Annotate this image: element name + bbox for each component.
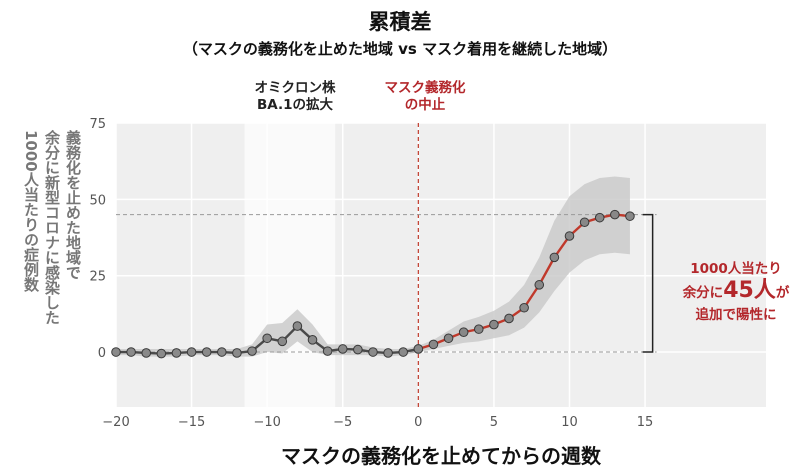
callout-line-2: 余分に45人が: [672, 280, 800, 304]
callout-line-3: 追加で陽性に: [695, 307, 777, 323]
x-tick-label--10: −10: [253, 415, 280, 430]
data-point-0-11: [277, 336, 288, 347]
callout-prefix: 余分に: [682, 285, 724, 301]
y-axis-label: 義務化を止めた地域で 余分に新型コロナに感染した 1000人当たりの症例数: [20, 130, 83, 325]
data-point-0-15: [337, 344, 348, 354]
data-point-0-18: [383, 348, 393, 358]
annotation-omicron-line-1: オミクロン株: [254, 80, 336, 96]
y-tick-label-25: 25: [89, 270, 106, 285]
data-point-0-2: [141, 348, 152, 358]
annotation-omicron-line-2: BA.1の拡大: [256, 97, 333, 113]
data-point-1-1: [428, 339, 439, 350]
y-axis-label-line-1: 義務化を止めた地域で: [64, 130, 82, 280]
x-tick-label-5: 5: [490, 415, 498, 430]
data-point-0-4: [171, 348, 182, 358]
data-point-0-8: [232, 348, 242, 358]
data-point-1-3: [458, 327, 469, 337]
confidence-band-1: [418, 176, 630, 353]
callout-line-1: 1000人当たり: [690, 261, 782, 277]
data-point-0-1: [126, 347, 136, 357]
data-point-1-5: [489, 319, 499, 330]
y-axis-label-line-3: 1000人当たりの症例数: [22, 130, 40, 292]
data-point-0-5: [186, 347, 197, 357]
y-tick-label-75: 75: [89, 117, 106, 132]
x-tick-label--5: −5: [333, 415, 352, 430]
shaded-period-0: [116, 123, 245, 407]
data-point-0-14: [322, 346, 333, 356]
data-point-0-6: [201, 347, 212, 357]
annotation-omicron: オミクロン株 BA.1の拡大: [230, 80, 360, 114]
data-point-1-14: [625, 211, 635, 221]
data-point-0-9: [247, 346, 257, 356]
data-point-1-8: [534, 280, 545, 290]
x-tick-label--15: −15: [178, 415, 205, 430]
annotation-mandate-lifted: マスク義務化 の中止: [370, 80, 480, 114]
data-point-1-13: [610, 209, 620, 220]
y-tick-label-50: 50: [89, 193, 106, 208]
data-point-0-12: [292, 321, 303, 331]
data-point-1-10: [564, 231, 575, 241]
data-point-0-17: [368, 347, 378, 357]
x-tick-label--20: −20: [102, 415, 129, 430]
x-tick-label-0: 0: [414, 415, 422, 430]
data-point-1-0: [413, 344, 424, 354]
data-point-1-9: [549, 252, 560, 263]
data-point-0-10: [262, 333, 272, 344]
data-point-1-7: [519, 302, 529, 313]
callout-excess-cases: 1000人当たり 余分に45人が 追加で陽性に: [672, 258, 800, 326]
data-point-1-6: [504, 313, 514, 324]
annotation-mandate-lifted-line-2: の中止: [404, 97, 446, 113]
chart-title: 累積差: [368, 10, 432, 34]
x-tick-label-10: 10: [561, 415, 578, 430]
data-point-1-4: [473, 324, 484, 334]
data-point-0-0: [111, 347, 121, 357]
data-point-0-3: [156, 348, 167, 359]
data-point-1-11: [579, 217, 590, 228]
x-tick-label-15: 15: [637, 415, 654, 430]
callout-suffix: が: [775, 285, 790, 301]
data-point-0-7: [217, 347, 227, 357]
callout-bracket: [642, 213, 654, 353]
data-point-0-13: [307, 335, 318, 345]
callout-number: 45人: [723, 278, 776, 303]
y-tick-label-0: 0: [98, 346, 106, 361]
y-axis-label-line-2: 余分に新型コロナに感染した: [43, 130, 61, 325]
chart-subtitle: （マスクの義務化を止めた地域 vs マスク着用を継続した地域）: [182, 40, 618, 58]
data-point-1-2: [443, 333, 454, 344]
data-point-0-16: [353, 344, 363, 355]
annotation-mandate-lifted-line-1: マスク義務化: [384, 80, 466, 96]
data-point-1-12: [594, 212, 605, 223]
data-point-0-19: [398, 347, 409, 357]
x-axis-label: マスクの義務化を止めてからの週数: [281, 444, 601, 468]
